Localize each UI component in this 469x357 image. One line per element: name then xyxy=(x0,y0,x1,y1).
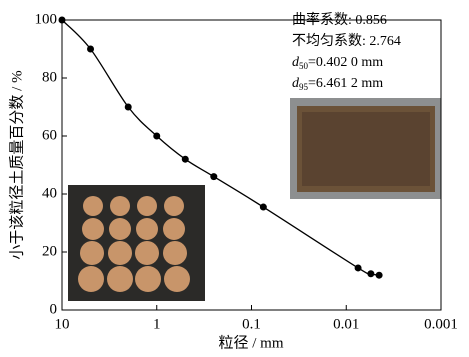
x-tick-label: 10 xyxy=(55,316,70,332)
y-tick-label: 20 xyxy=(42,243,57,259)
point xyxy=(153,133,160,140)
point xyxy=(260,204,267,211)
point xyxy=(210,173,217,180)
point xyxy=(125,104,132,111)
point xyxy=(182,156,189,163)
y-tick-label: 60 xyxy=(42,127,57,143)
x-tick-label: 0.1 xyxy=(242,316,261,332)
y-tick-label: 40 xyxy=(42,185,57,201)
chart: 小于该粒径土质量百分数 / % 粒径 / mm 0 20 40 60 80 100 10 1 0… xyxy=(0,0,469,357)
point xyxy=(376,272,383,279)
y-tick-label: 0 xyxy=(50,301,58,317)
annotation: 曲率系数: 0.856 xyxy=(292,11,387,28)
y-axis-label: 小于该粒径土质量百分数 / % xyxy=(8,70,25,259)
y-tick-label: 80 xyxy=(42,69,57,85)
point xyxy=(87,46,94,53)
point xyxy=(367,270,374,277)
annotation-text: 不均匀系数: 2.764 xyxy=(292,33,401,49)
point xyxy=(59,17,66,24)
annotation-text: 曲率系数: 0.856 xyxy=(292,11,387,28)
annotation: d95=6.461 2 mm xyxy=(292,76,383,92)
annotation-text: =6.461 2 mm xyxy=(308,76,383,91)
annotation: 不均匀系数: 2.764 xyxy=(292,33,401,49)
annotation-text: =0.402 0 mm xyxy=(308,55,383,70)
x-tick-label: 0.01 xyxy=(333,316,359,332)
annotation: d50=0.402 0 mm xyxy=(292,55,383,71)
x-tick-label: 1 xyxy=(153,316,161,332)
point xyxy=(355,264,362,271)
x-tick-label: 0.001 xyxy=(424,316,458,332)
x-axis-label: 粒径 / mm xyxy=(218,334,283,351)
soil-photo xyxy=(290,98,441,199)
y-tick-label: 100 xyxy=(35,11,58,27)
specimen-photo xyxy=(68,185,205,301)
